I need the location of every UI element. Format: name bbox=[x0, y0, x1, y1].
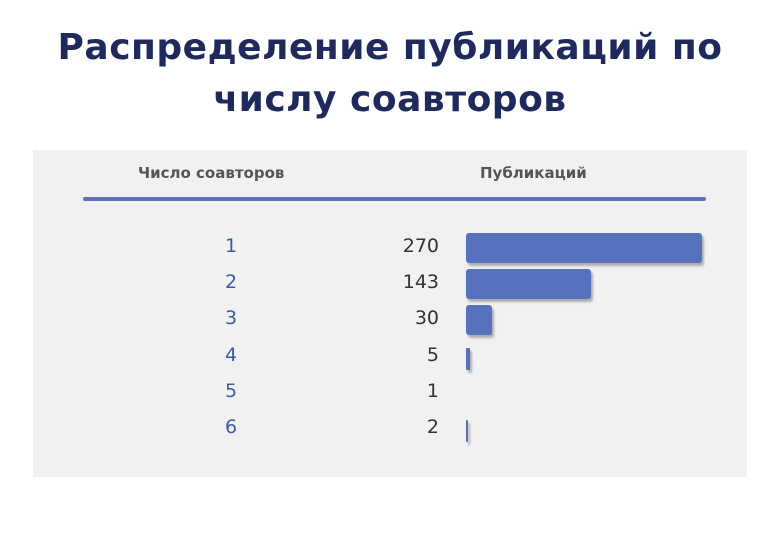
publication-bar bbox=[466, 305, 492, 336]
slide-title-line-2: числу соавторов bbox=[213, 79, 567, 120]
column-header-publications: Публикаций bbox=[480, 164, 587, 182]
chart-rows: 1 270 2 143 3 30 4 5 5 1 6 2 bbox=[33, 150, 747, 477]
header-rule bbox=[83, 197, 706, 201]
publication-bar bbox=[466, 269, 591, 300]
publication-bar bbox=[466, 233, 702, 263]
coauthor-count-label: 4 bbox=[224, 343, 238, 366]
publication-count-label: 5 bbox=[426, 343, 439, 366]
publication-count-label: 2 bbox=[426, 416, 439, 438]
coauthor-count-label: 5 bbox=[224, 379, 238, 402]
chart-panel: Число соавторов Публикаций 1 270 2 143 3 30 4 5… bbox=[33, 150, 747, 477]
publication-bar bbox=[466, 420, 468, 442]
coauthor-count-label: 3 bbox=[224, 307, 238, 330]
table-row: 1 270 bbox=[33, 231, 747, 267]
coauthor-count-label: 2 bbox=[224, 271, 238, 294]
table-row: 3 30 bbox=[33, 303, 747, 339]
publication-count-label: 30 bbox=[414, 307, 439, 330]
slide-title-line-1: Распределение публикаций по bbox=[57, 27, 723, 68]
coauthor-count-label: 6 bbox=[224, 416, 238, 438]
publication-count-label: 270 bbox=[402, 235, 439, 257]
coauthor-count-label: 1 bbox=[224, 235, 238, 257]
publication-count-label: 143 bbox=[402, 271, 439, 294]
publication-bar bbox=[466, 347, 470, 370]
table-row: 2 143 bbox=[33, 267, 747, 303]
column-header-coauthors: Число соавторов bbox=[138, 164, 285, 182]
publication-count-label: 1 bbox=[426, 379, 439, 402]
slide-title: Распределение публикаций по числу соавто… bbox=[0, 22, 780, 126]
